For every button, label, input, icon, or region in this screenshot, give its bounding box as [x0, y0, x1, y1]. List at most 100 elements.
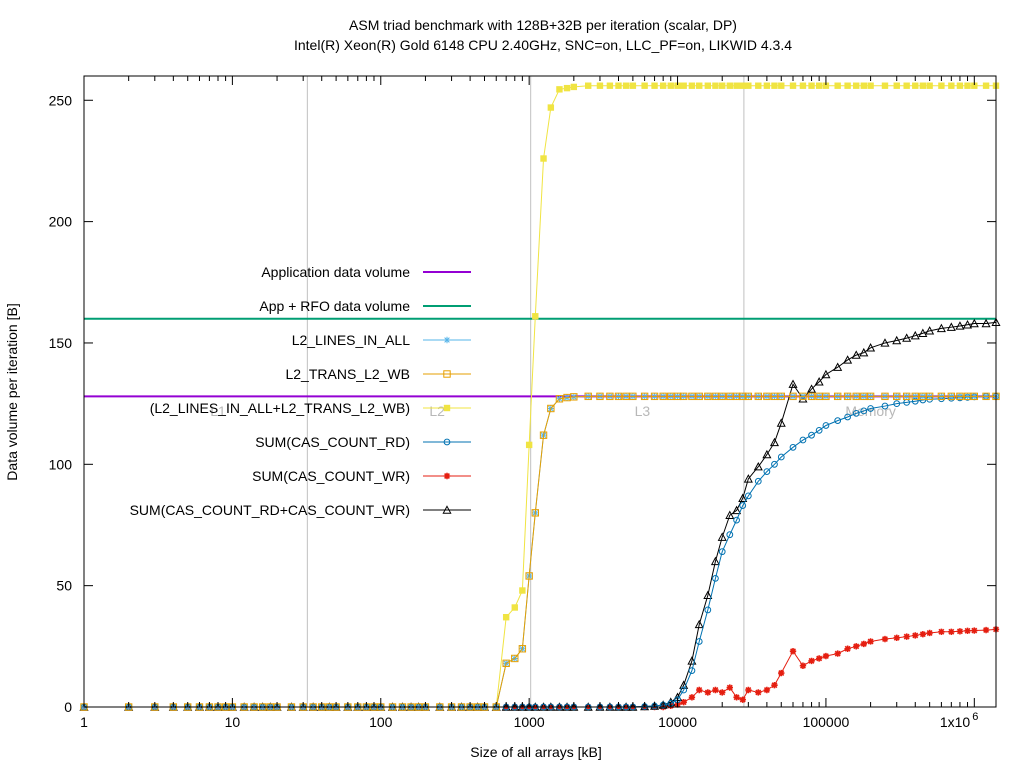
legend-label: Application data volume — [261, 264, 410, 280]
data-point — [744, 492, 752, 500]
data-point — [852, 392, 860, 401]
legend-marker — [443, 472, 451, 480]
data-point — [843, 392, 852, 401]
data-point — [970, 392, 979, 401]
x-axis-ticks: 1 10 100 1000 10000 100000 1x10 6 — [80, 76, 978, 730]
x-tick-label: 10000 — [658, 714, 697, 730]
data-point — [688, 667, 696, 674]
data-point — [753, 461, 763, 471]
data-point — [525, 441, 533, 449]
data-point — [704, 689, 712, 696]
data-point — [525, 572, 533, 580]
data-point — [641, 82, 648, 89]
data-point — [718, 392, 726, 401]
series-sum-cas-count-rd — [80, 392, 1000, 711]
data-point — [745, 82, 752, 89]
data-point — [962, 320, 973, 329]
data-point — [726, 531, 734, 539]
y-tick-label: 200 — [49, 214, 73, 230]
data-point — [860, 640, 868, 648]
region-label: L3 — [635, 403, 651, 419]
data-point — [518, 645, 527, 653]
data-point — [733, 82, 740, 89]
y-tick-label: 50 — [56, 578, 72, 594]
data-point — [815, 655, 823, 662]
data-point — [911, 392, 919, 401]
data-point — [659, 392, 667, 401]
data-point — [680, 82, 687, 89]
data-point — [754, 477, 762, 485]
series-line — [84, 395, 996, 708]
data-point — [674, 82, 681, 89]
data-point — [789, 443, 797, 451]
data-point — [688, 694, 696, 701]
data-point — [815, 82, 823, 89]
data-point — [822, 422, 830, 429]
data-point — [852, 409, 860, 417]
data-point — [680, 686, 688, 694]
data-point — [964, 82, 971, 89]
data-point — [726, 82, 734, 89]
data-point — [739, 392, 747, 401]
data-point — [769, 437, 780, 447]
data-point — [738, 493, 748, 502]
data-point — [925, 392, 934, 401]
data-point — [640, 392, 649, 401]
data-point — [834, 417, 842, 425]
data-point — [777, 392, 785, 401]
data-point — [771, 460, 778, 468]
data-point — [629, 82, 637, 89]
legend-entry: SUM(CAS_COUNT_RD+CAS_COUNT_WR) — [130, 502, 471, 518]
data-point — [695, 392, 703, 401]
data-point — [771, 681, 778, 689]
data-point — [650, 392, 659, 401]
data-point — [789, 392, 797, 401]
data-point — [814, 377, 824, 386]
data-point — [754, 392, 762, 401]
data-point — [596, 82, 604, 89]
data-point — [844, 413, 851, 421]
data-point — [743, 474, 753, 483]
data-point — [910, 330, 920, 340]
data-point — [755, 82, 762, 89]
data-point — [739, 502, 747, 509]
data-point — [502, 659, 510, 668]
data-point — [719, 82, 726, 89]
data-point — [948, 628, 955, 635]
legend: Application data volume App + RFO data vo… — [130, 264, 471, 518]
data-point — [844, 82, 851, 89]
data-point — [755, 689, 762, 696]
data-point — [964, 627, 971, 634]
y-tick-label: 100 — [49, 456, 73, 472]
data-point — [739, 82, 746, 89]
data-point — [799, 436, 807, 444]
data-point — [844, 645, 851, 652]
data-point — [982, 392, 990, 401]
data-point — [585, 82, 592, 89]
data-point — [704, 606, 712, 614]
data-point — [833, 392, 842, 401]
data-point — [881, 635, 889, 643]
data-point — [956, 82, 964, 89]
legend-entry: SUM(CAS_COUNT_RD) — [255, 434, 471, 450]
data-point — [893, 400, 901, 408]
data-point — [867, 638, 874, 645]
data-point — [807, 384, 817, 393]
data-point — [919, 630, 927, 638]
data-point — [615, 82, 622, 89]
data-point — [703, 590, 713, 600]
data-point — [556, 86, 563, 93]
data-point — [555, 395, 564, 403]
data-point — [614, 392, 623, 401]
data-point — [971, 627, 978, 634]
data-point — [606, 392, 614, 401]
x-tick-label: 10 — [225, 714, 241, 730]
data-point — [808, 657, 815, 665]
y-tick-label: 250 — [49, 92, 73, 108]
series-sum-cas-count-wr — [80, 626, 1000, 711]
data-point — [710, 556, 720, 566]
data-point — [547, 404, 555, 413]
data-point — [902, 333, 912, 342]
data-point — [745, 686, 752, 694]
